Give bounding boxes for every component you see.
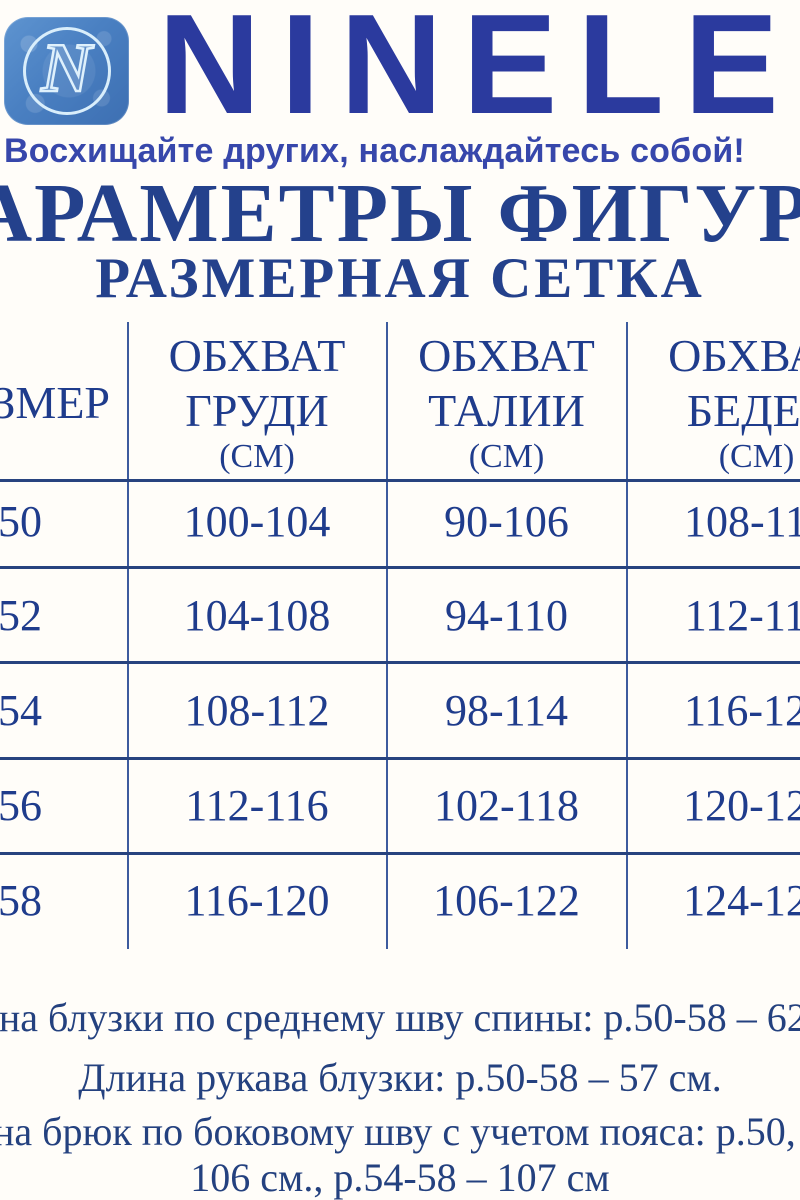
cell-hips: 120-124 <box>683 781 800 830</box>
table-grid-hline <box>0 661 800 664</box>
cell-chest: 112-116 <box>185 781 329 830</box>
table-grid-hline <box>0 566 800 569</box>
table-grid-hline <box>0 757 800 760</box>
column-header-waist-line2: ТАЛИИ <box>428 385 585 436</box>
table-grid-vline <box>386 322 388 949</box>
column-header-waist-line1: ОБХВАТ <box>418 330 595 381</box>
brand-tagline: Восхищайте других, наслаждайтесь собой! <box>4 132 745 170</box>
column-header-chest: ОБХВАТ ГРУДИ (СМ) <box>128 328 386 476</box>
cell-size: 50 <box>0 497 42 546</box>
brand-name: NINELE <box>158 0 799 144</box>
cell-waist: 90-106 <box>444 497 569 546</box>
note-sleeve-length: Длина рукава блузки: р.50-58 – 57 см. <box>78 1055 722 1100</box>
table-grid-vline <box>127 322 129 949</box>
cell-waist: 98-114 <box>444 686 569 735</box>
column-header-waist-unit: (СМ) <box>468 438 545 475</box>
cell-size: 54 <box>0 686 42 735</box>
column-header-chest-line2: ГРУДИ <box>185 385 329 436</box>
page-subtitle: РАЗМЕРНАЯ СЕТКА <box>95 247 705 310</box>
column-header-waist: ОБХВАТ ТАЛИИ (СМ) <box>387 328 626 476</box>
table-grid-hline <box>0 479 800 482</box>
cell-chest: 108-112 <box>184 686 330 735</box>
column-header-hips-line2: БЕДЕР <box>686 385 800 436</box>
page-title: ПАРАМЕТРЫ ФИГУРЫ <box>0 167 800 260</box>
column-header-hips-line1: ОБХВАТ <box>668 330 800 381</box>
cell-hips: 108-112 <box>683 497 800 546</box>
cell-chest: 116-120 <box>184 876 330 925</box>
cell-hips: 124-128 <box>683 876 800 925</box>
cell-waist: 102-118 <box>433 781 580 830</box>
note-trouser-length-line2: 106 см., р.54-58 – 107 см <box>190 1155 610 1200</box>
ninele-logo-icon: N <box>4 17 129 125</box>
logo-n-monogram: N <box>40 30 93 107</box>
column-header-chest-line1: ОБХВАТ <box>168 330 346 381</box>
cell-size: 52 <box>0 591 42 640</box>
cell-hips: 116-120 <box>683 686 800 735</box>
cell-waist: 106-122 <box>433 876 580 925</box>
column-header-hips-unit: (СМ) <box>718 438 795 475</box>
column-header-size: РАЗМЕР <box>0 377 110 428</box>
cell-chest: 104-108 <box>183 591 331 640</box>
note-blouse-length: Длина блузки по среднему шву спины: р.50… <box>0 995 800 1040</box>
column-header-chest-unit: (СМ) <box>219 438 295 475</box>
cell-chest: 100-104 <box>183 497 331 546</box>
logo-circle: N <box>22 27 111 115</box>
table-grid-hline <box>0 852 800 855</box>
note-trouser-length-line1: Длина брюк по боковому шву с учетом пояс… <box>0 1109 800 1154</box>
column-header-hips: ОБХВАТ БЕДЕР (СМ) <box>627 328 800 476</box>
cell-waist: 94-110 <box>444 591 569 640</box>
cell-size: 58 <box>0 876 42 925</box>
cell-size: 56 <box>0 781 42 830</box>
cell-hips: 112-116 <box>684 591 800 640</box>
table-grid-vline <box>626 322 628 949</box>
